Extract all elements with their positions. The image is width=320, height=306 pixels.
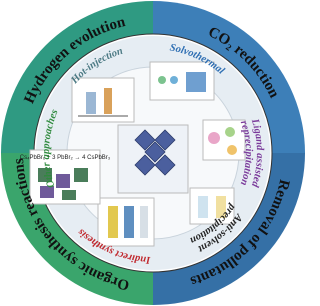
indirect-image (98, 198, 154, 246)
solvothermal-image (150, 62, 214, 100)
equation: Cs₄PbBr₆ + 3 PbBr₂ → 4 CsPbBr₃ (20, 155, 111, 161)
hot-injection-image (72, 78, 134, 122)
diagram: Cs₄PbBr₆ + 3 PbBr₂ → 4 CsPbBr₃ Hydrogen … (0, 0, 306, 306)
ligand-image (203, 120, 245, 160)
perovskite-structure (118, 125, 188, 193)
